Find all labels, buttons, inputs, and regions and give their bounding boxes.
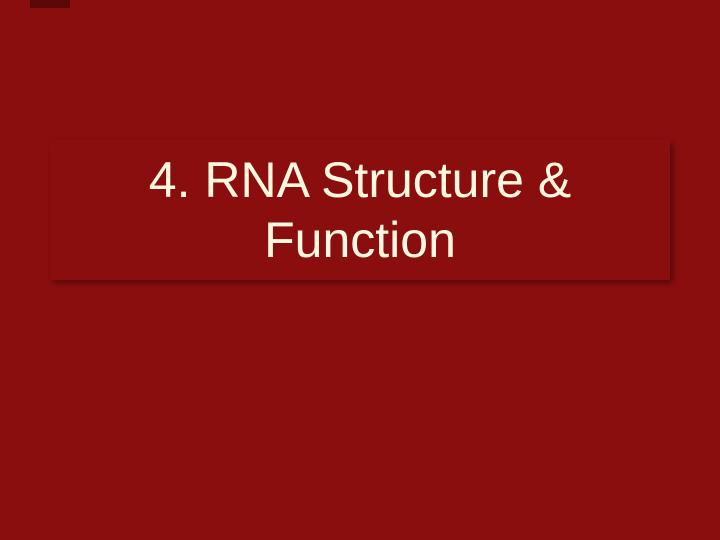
- top-accent-bar: [30, 0, 70, 8]
- title-box: 4. RNA Structure & Function: [50, 140, 670, 280]
- slide-container: 4. RNA Structure & Function: [0, 0, 720, 540]
- slide-title: 4. RNA Structure & Function: [70, 150, 650, 270]
